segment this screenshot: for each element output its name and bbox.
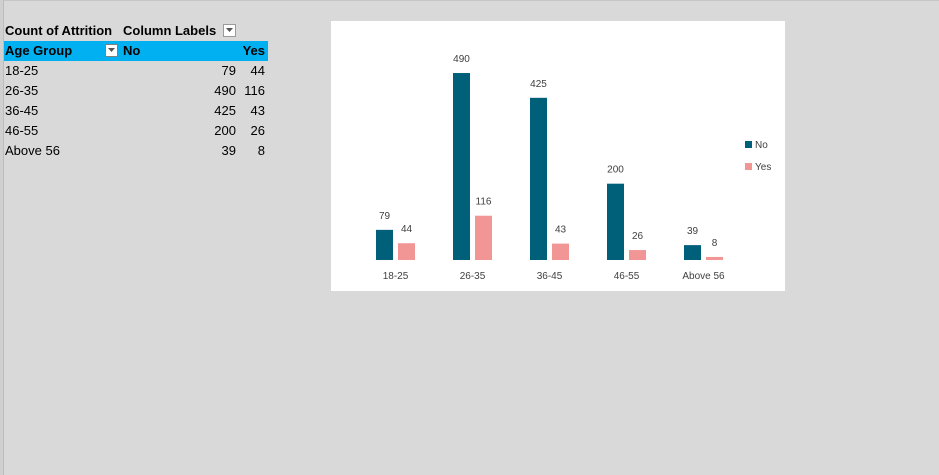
table-row[interactable]: 46-55 200 26 [4, 121, 268, 141]
row-label: 36-45 [5, 103, 39, 118]
bar-yes-1[interactable] [475, 215, 492, 260]
bar-no-1[interactable] [453, 73, 470, 261]
yes-count: 43 [250, 103, 265, 118]
row-label: Above 56 [5, 143, 60, 158]
bar-yes-0[interactable] [398, 243, 415, 260]
data-label: 116 [476, 197, 492, 208]
pivot-field-row: Age Group No Yes [4, 41, 268, 61]
yes-count: 8 [257, 143, 265, 158]
data-label: 200 [607, 165, 624, 176]
pivot-table: Count of Attrition Column Labels Age Gro… [4, 21, 268, 161]
legend-label-yes: Yes [755, 162, 771, 173]
table-row[interactable]: 18-25 79 44 [4, 61, 268, 81]
data-label: 26 [632, 231, 644, 242]
data-label: 79 [379, 211, 391, 222]
legend-swatch-no [745, 141, 752, 148]
data-label: 39 [687, 226, 699, 237]
data-label: 425 [530, 79, 547, 90]
bar-no-0[interactable] [376, 229, 393, 260]
no-count: 490 [214, 83, 236, 98]
data-label: 43 [555, 225, 567, 236]
no-count: 39 [221, 143, 236, 158]
category-label: Above 56 [682, 271, 725, 282]
data-label: 8 [712, 238, 718, 249]
sheet-top-edge [0, 0, 939, 1]
row-label: 26-35 [5, 83, 39, 98]
age-group-header[interactable]: Age Group [5, 43, 73, 58]
category-label: 46-55 [614, 271, 640, 282]
data-label: 490 [453, 54, 470, 65]
no-count: 79 [221, 63, 236, 78]
data-label: 44 [401, 224, 413, 235]
legend-label-no: No [755, 140, 768, 151]
table-row[interactable]: 36-45 425 43 [4, 101, 268, 121]
pivot-title[interactable]: Count of Attrition [5, 23, 113, 38]
row-header-strip [0, 0, 4, 475]
col-no-header[interactable]: No [123, 43, 141, 58]
bar-yes-3[interactable] [629, 250, 646, 260]
yes-count: 116 [244, 83, 265, 98]
legend-swatch-yes [745, 163, 752, 170]
pivot-header-row: Count of Attrition Column Labels [4, 21, 268, 41]
chevron-down-icon [226, 28, 233, 32]
row-label: 46-55 [5, 123, 39, 138]
bar-no-3[interactable] [607, 183, 624, 260]
bar-no-4[interactable] [684, 245, 701, 260]
chart-canvas: 79 44 18-25 490 116 26-35 425 43 36-45 200 26 46-55… [376, 54, 771, 282]
attrition-bar-chart[interactable]: 79 44 18-25 490 116 26-35 425 43 36-45 200 26 46-55… [331, 21, 785, 291]
category-label: 18-25 [383, 271, 409, 282]
yes-count: 44 [250, 63, 265, 78]
column-labels-header[interactable]: Column Labels [123, 23, 217, 38]
no-count: 200 [214, 123, 236, 138]
category-label: 26-35 [460, 271, 486, 282]
age-group-filter-button[interactable] [105, 44, 118, 57]
table-row[interactable]: Above 56 39 8 [4, 141, 268, 161]
column-labels-filter-button[interactable] [223, 24, 236, 37]
row-label: 18-25 [5, 63, 39, 78]
bar-no-2[interactable] [530, 97, 547, 260]
bar-yes-2[interactable] [552, 243, 569, 260]
bar-yes-4[interactable] [706, 256, 723, 260]
no-count: 425 [214, 103, 236, 118]
yes-count: 26 [250, 123, 265, 138]
col-yes-header[interactable]: Yes [242, 43, 265, 58]
table-row[interactable]: 26-35 490 116 [4, 81, 268, 101]
chevron-down-icon [108, 48, 115, 52]
category-label: 36-45 [537, 271, 563, 282]
